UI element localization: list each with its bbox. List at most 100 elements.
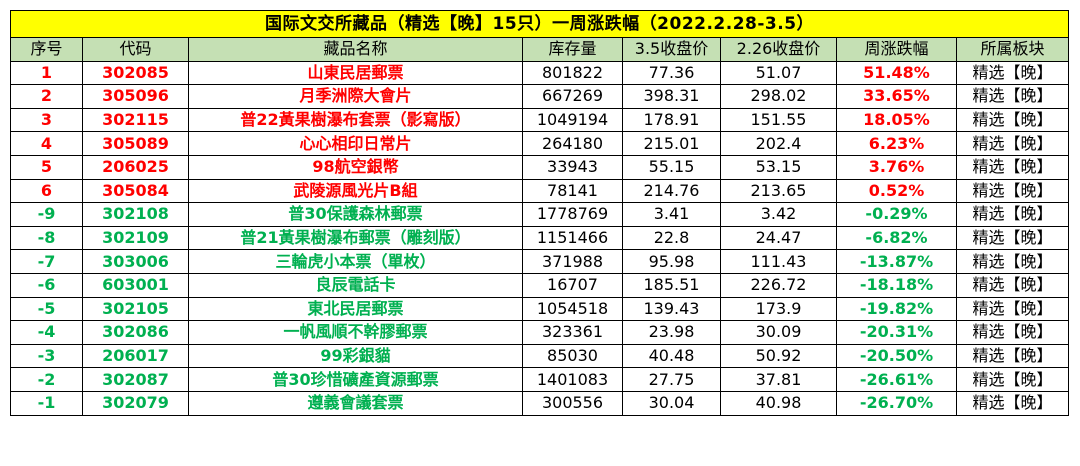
cell-change[interactable]: 3.76%: [836, 154, 957, 180]
cell-close-35[interactable]: 95.98: [622, 249, 721, 274]
cell-close-226[interactable]: 51.07: [720, 60, 837, 86]
cell-close-226[interactable]: 3.42: [720, 202, 837, 227]
cell-change[interactable]: -20.50%: [836, 343, 957, 369]
cell-close-35[interactable]: 22.8: [622, 225, 721, 251]
cell-board[interactable]: 精选【晚】: [955, 225, 1070, 251]
cell-close-226[interactable]: 298.02: [720, 84, 837, 109]
cell-stock[interactable]: 371988: [522, 249, 623, 274]
cell-board[interactable]: 精选【晚】: [955, 390, 1070, 416]
cell-close-226[interactable]: 173.9: [720, 296, 837, 322]
cell-close-226[interactable]: 50.92: [720, 343, 837, 369]
header-close-226[interactable]: 2.26收盘价: [720, 37, 837, 62]
cell-stock[interactable]: 300556: [522, 390, 623, 416]
cell-stock[interactable]: 667269: [522, 84, 623, 109]
cell-no[interactable]: 2: [10, 84, 83, 109]
cell-board[interactable]: 精选【晚】: [955, 131, 1070, 156]
cell-change[interactable]: -13.87%: [836, 249, 957, 274]
cell-code[interactable]: 302115: [82, 107, 189, 133]
cell-name[interactable]: 普30保護森林郵票: [188, 202, 523, 227]
cell-code[interactable]: 302108: [82, 202, 189, 227]
cell-change[interactable]: -26.70%: [836, 390, 957, 416]
cell-name[interactable]: 99彩銀貓: [188, 343, 523, 369]
header-stock[interactable]: 库存量: [522, 37, 623, 62]
cell-board[interactable]: 精选【晚】: [955, 178, 1070, 204]
cell-no[interactable]: 4: [10, 131, 83, 156]
cell-close-226[interactable]: 202.4: [720, 131, 837, 156]
cell-board[interactable]: 精选【晚】: [955, 272, 1070, 298]
cell-board[interactable]: 精选【晚】: [955, 249, 1070, 274]
cell-stock[interactable]: 1778769: [522, 202, 623, 227]
header-close-35[interactable]: 3.5收盘价: [622, 37, 721, 62]
cell-close-35[interactable]: 77.36: [622, 60, 721, 86]
cell-close-35[interactable]: 55.15: [622, 154, 721, 180]
cell-close-226[interactable]: 111.43: [720, 249, 837, 274]
cell-stock[interactable]: 16707: [522, 272, 623, 298]
cell-change[interactable]: -0.29%: [836, 202, 957, 227]
cell-change[interactable]: -19.82%: [836, 296, 957, 322]
cell-code[interactable]: 206017: [82, 343, 189, 369]
cell-name[interactable]: 山東民居郵票: [188, 60, 523, 86]
cell-change[interactable]: -6.82%: [836, 225, 957, 251]
cell-close-226[interactable]: 151.55: [720, 107, 837, 133]
cell-name[interactable]: 心心相印日常片: [188, 131, 523, 156]
cell-name[interactable]: 遵義會議套票: [188, 390, 523, 416]
cell-code[interactable]: 302086: [82, 320, 189, 345]
cell-close-35[interactable]: 398.31: [622, 84, 721, 109]
cell-name[interactable]: 普22黃果樹瀑布套票（影寫版）: [188, 107, 523, 133]
cell-board[interactable]: 精选【晚】: [955, 202, 1070, 227]
cell-change[interactable]: -18.18%: [836, 272, 957, 298]
cell-close-226[interactable]: 213.65: [720, 178, 837, 204]
cell-board[interactable]: 精选【晚】: [955, 107, 1070, 133]
cell-board[interactable]: 精选【晚】: [955, 154, 1070, 180]
cell-close-226[interactable]: 24.47: [720, 225, 837, 251]
cell-no[interactable]: 1: [10, 60, 83, 86]
cell-close-226[interactable]: 40.98: [720, 390, 837, 416]
cell-close-35[interactable]: 27.75: [622, 367, 721, 392]
cell-board[interactable]: 精选【晚】: [955, 367, 1070, 392]
cell-board[interactable]: 精选【晚】: [955, 296, 1070, 322]
cell-stock[interactable]: 1049194: [522, 107, 623, 133]
cell-change[interactable]: -26.61%: [836, 367, 957, 392]
header-board[interactable]: 所属板块: [955, 37, 1070, 62]
cell-code[interactable]: 305096: [82, 84, 189, 109]
cell-name[interactable]: 98航空銀幣: [188, 154, 523, 180]
cell-close-226[interactable]: 226.72: [720, 272, 837, 298]
cell-no[interactable]: -8: [10, 225, 83, 251]
cell-code[interactable]: 302109: [82, 225, 189, 251]
cell-change[interactable]: -20.31%: [836, 320, 957, 345]
cell-stock[interactable]: 801822: [522, 60, 623, 86]
cell-board[interactable]: 精选【晚】: [955, 84, 1070, 109]
cell-stock[interactable]: 1054518: [522, 296, 623, 322]
cell-code[interactable]: 302105: [82, 296, 189, 322]
cell-board[interactable]: 精选【晚】: [955, 320, 1070, 345]
cell-code[interactable]: 206025: [82, 154, 189, 180]
cell-code[interactable]: 302085: [82, 60, 189, 86]
cell-close-35[interactable]: 40.48: [622, 343, 721, 369]
cell-no[interactable]: 5: [10, 154, 83, 180]
header-no[interactable]: 序号: [10, 37, 83, 62]
header-name[interactable]: 藏品名称: [188, 37, 523, 62]
cell-code[interactable]: 305084: [82, 178, 189, 204]
cell-close-226[interactable]: 53.15: [720, 154, 837, 180]
cell-code[interactable]: 305089: [82, 131, 189, 156]
header-code[interactable]: 代码: [82, 37, 189, 62]
cell-stock[interactable]: 1401083: [522, 367, 623, 392]
cell-close-35[interactable]: 215.01: [622, 131, 721, 156]
cell-no[interactable]: 6: [10, 178, 83, 204]
cell-stock[interactable]: 1151466: [522, 225, 623, 251]
header-change[interactable]: 周涨跌幅: [836, 37, 957, 62]
cell-name[interactable]: 武陵源風光片B組: [188, 178, 523, 204]
cell-code[interactable]: 603001: [82, 272, 189, 298]
cell-close-226[interactable]: 37.81: [720, 367, 837, 392]
cell-no[interactable]: -2: [10, 367, 83, 392]
cell-stock[interactable]: 78141: [522, 178, 623, 204]
cell-no[interactable]: -3: [10, 343, 83, 369]
cell-stock[interactable]: 323361: [522, 320, 623, 345]
cell-board[interactable]: 精选【晚】: [955, 343, 1070, 369]
cell-code[interactable]: 302079: [82, 390, 189, 416]
cell-no[interactable]: -1: [10, 390, 83, 416]
cell-close-35[interactable]: 30.04: [622, 390, 721, 416]
cell-stock[interactable]: 264180: [522, 131, 623, 156]
cell-no[interactable]: 3: [10, 107, 83, 133]
cell-stock[interactable]: 33943: [522, 154, 623, 180]
